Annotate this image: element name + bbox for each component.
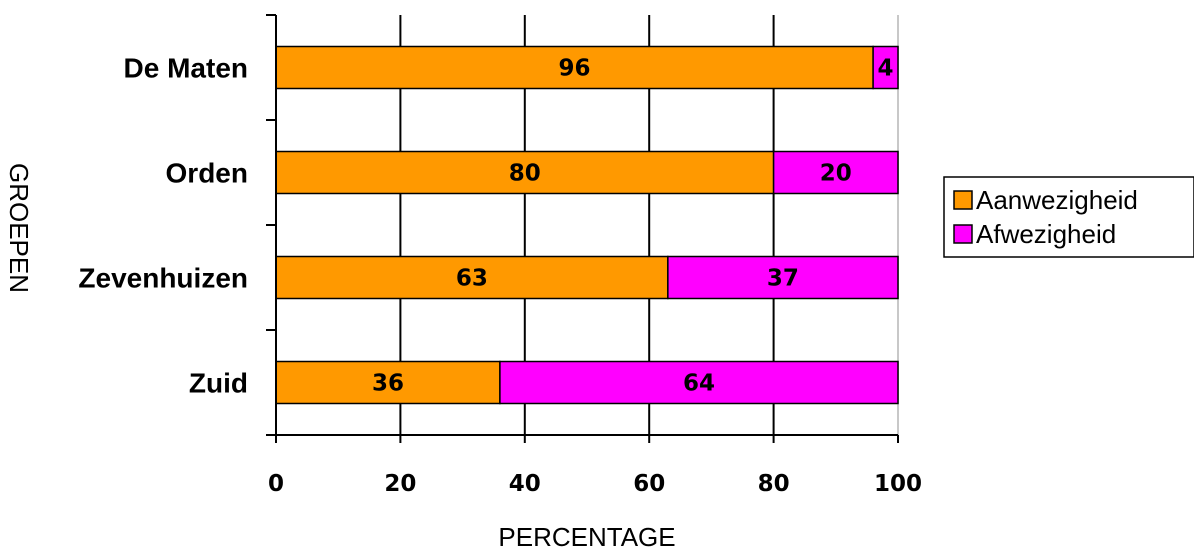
x-tick-label: 0	[268, 471, 284, 497]
bar-afwezigheid-zevenhuizen	[667, 255, 899, 300]
data-label: 36	[372, 371, 404, 397]
bar-afwezigheid-de-maten	[872, 45, 899, 90]
legend-box	[943, 176, 1194, 258]
data-label: 20	[820, 161, 852, 187]
bar-afwezigheid-zuid	[499, 360, 899, 405]
x-tick-label: 100	[874, 471, 922, 497]
category-label: Orden	[166, 158, 248, 189]
bar-afwezigheid-orden	[772, 150, 899, 195]
bar-aanwezigheid-zuid	[275, 360, 501, 405]
category-label: Zevenhuizen	[78, 263, 248, 294]
legend: Aanwezigheid Afwezigheid	[943, 176, 1194, 258]
x-tick-label: 20	[384, 471, 416, 497]
data-label: 63	[456, 266, 488, 292]
data-label: 4	[878, 56, 894, 82]
bar-aanwezigheid-orden	[275, 150, 775, 195]
data-label: 80	[509, 161, 541, 187]
legend-label: Afwezigheid	[976, 219, 1116, 249]
bars	[275, 45, 899, 405]
bar-aanwezigheid-de-maten	[275, 45, 874, 90]
data-label: 37	[767, 266, 799, 292]
x-tick-label: 80	[758, 471, 790, 497]
labels: 0 20 40 60 80 100 De Maten 96 4 Orden 80 20 Zevenhui…	[78, 53, 922, 498]
data-label: 96	[559, 56, 591, 82]
legend-swatch	[953, 190, 973, 210]
data-label: 64	[683, 371, 715, 397]
legend-swatch	[953, 224, 973, 244]
bar-aanwezigheid-zevenhuizen	[275, 255, 669, 300]
x-tick-label: 40	[509, 471, 541, 497]
legend-label: Aanwezigheid	[976, 185, 1138, 215]
category-label: De Maten	[124, 53, 248, 84]
category-label: Zuid	[189, 368, 248, 399]
axes	[266, 14, 899, 443]
x-tick-label: 60	[633, 471, 665, 497]
y-axis-title: GROEPEN	[4, 163, 34, 293]
x-axis-title: PERCENTAGE	[498, 522, 675, 552]
